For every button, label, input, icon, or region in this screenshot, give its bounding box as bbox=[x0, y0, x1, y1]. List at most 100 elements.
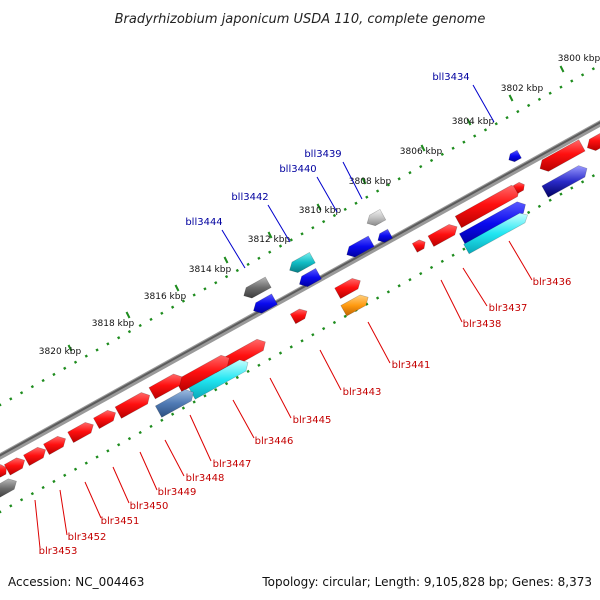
scale-dot bbox=[505, 116, 509, 120]
gene-blr3453b[interactable] bbox=[0, 464, 7, 478]
scale-dot bbox=[84, 461, 88, 465]
leader-line-blr3448 bbox=[164, 439, 185, 477]
gene-label-blr3445[interactable]: blr3445 bbox=[293, 415, 332, 426]
gene-bll3441[interactable] bbox=[299, 267, 322, 288]
scale-dot bbox=[354, 201, 358, 205]
gene-bll3442[interactable] bbox=[289, 251, 316, 273]
gene-label-blr3449[interactable]: blr3449 bbox=[158, 487, 197, 498]
scale-dot bbox=[0, 510, 2, 514]
gene-label-blr3446[interactable]: blr3446 bbox=[255, 436, 294, 447]
gene-label-bll3444[interactable]: bll3444 bbox=[185, 217, 222, 228]
gene-blr3438a[interactable] bbox=[458, 201, 526, 246]
leader-line-blr3451 bbox=[84, 481, 102, 519]
leader-line-bll3444 bbox=[221, 229, 246, 269]
scale-dot bbox=[483, 128, 488, 132]
gene-label-blr3437[interactable]: blr3437 bbox=[489, 303, 528, 314]
gene-blr3445b[interactable] bbox=[175, 354, 230, 393]
gene-bll3439[interactable] bbox=[377, 228, 393, 243]
scale-dot bbox=[160, 311, 164, 315]
gene-label-blr3450[interactable]: blr3450 bbox=[130, 501, 169, 512]
gene-bll3443[interactable] bbox=[253, 293, 278, 314]
gene-label-blr3453[interactable]: blr3453 bbox=[39, 546, 78, 557]
gene-bll3444[interactable] bbox=[243, 276, 272, 299]
gene-blr3438[interactable] bbox=[463, 212, 528, 255]
gene-label-blr3436[interactable]: blr3436 bbox=[533, 277, 572, 288]
gene-blr3453[interactable] bbox=[0, 478, 17, 498]
gene-label-blr3451[interactable]: blr3451 bbox=[101, 516, 140, 527]
scale-dot bbox=[440, 259, 444, 263]
scale-dot bbox=[170, 305, 175, 309]
scale-dot bbox=[181, 406, 186, 410]
gene-label-blr3448[interactable]: blr3448 bbox=[186, 473, 225, 484]
gene-label-blr3452[interactable]: blr3452 bbox=[68, 532, 107, 543]
gene-label-blr3447[interactable]: blr3447 bbox=[213, 459, 252, 470]
gene-bll3434[interactable] bbox=[508, 149, 522, 163]
gene-label-bll3439[interactable]: bll3439 bbox=[304, 149, 341, 160]
gene-bll3433[interactable] bbox=[539, 139, 586, 172]
leader-line-bll3442 bbox=[267, 204, 291, 243]
kbp-tick-label: 3808 kbp bbox=[349, 177, 392, 187]
scale-dot bbox=[516, 109, 520, 114]
gene-blr3441[interactable] bbox=[340, 294, 369, 317]
scale-dot bbox=[73, 467, 78, 471]
gene-label-bll3440[interactable]: bll3440 bbox=[279, 164, 316, 175]
gene-blr3452[interactable] bbox=[23, 446, 46, 467]
scale-dot bbox=[41, 485, 45, 490]
scale-dot bbox=[289, 345, 293, 349]
scale-dot bbox=[322, 219, 326, 224]
gene-blr3440[interactable] bbox=[334, 278, 361, 300]
scale-dot bbox=[127, 330, 132, 334]
gene-blr3451[interactable] bbox=[43, 435, 66, 456]
gene-blr3436[interactable] bbox=[427, 224, 458, 247]
gene-label-bll3434[interactable]: bll3434 bbox=[432, 72, 469, 83]
gene-blr3446a[interactable] bbox=[148, 373, 183, 400]
scale-dot bbox=[570, 186, 574, 190]
kbp-tick-label: 3818 kbp bbox=[92, 319, 135, 329]
gene-bll3432[interactable] bbox=[586, 133, 600, 151]
kbp-tick-mark bbox=[316, 203, 322, 211]
gene-blr3446[interactable] bbox=[188, 359, 249, 400]
gene-blr3453a[interactable] bbox=[3, 457, 26, 476]
scale-dot bbox=[203, 287, 207, 291]
scale-dot bbox=[0, 403, 2, 407]
scale-dot bbox=[192, 293, 196, 297]
gene-label-blr3438[interactable]: blr3438 bbox=[463, 319, 502, 330]
kbp-tick-label: 3820 kbp bbox=[39, 347, 82, 357]
gene-blr3447[interactable] bbox=[154, 389, 194, 418]
scale-dot bbox=[41, 378, 45, 383]
scale-dot bbox=[343, 314, 347, 319]
scale-dot bbox=[278, 351, 283, 355]
gene-blr3450[interactable] bbox=[67, 422, 94, 444]
kbp-tick-label: 3810 kbp bbox=[299, 206, 342, 216]
scale-dot bbox=[591, 174, 595, 178]
scale-dot bbox=[149, 424, 153, 429]
gene-bll3440[interactable] bbox=[346, 235, 375, 258]
gene-blr3436a[interactable] bbox=[411, 239, 426, 253]
leader-line-blr3443 bbox=[319, 349, 342, 391]
scale-dot bbox=[419, 271, 423, 276]
scale-dot bbox=[127, 437, 132, 441]
gene-blr3448[interactable] bbox=[114, 392, 151, 419]
kbp-tick-label: 3816 kbp bbox=[144, 292, 187, 302]
gene-label-blr3441[interactable]: blr3441 bbox=[392, 360, 431, 371]
scale-dot bbox=[440, 152, 444, 156]
gene-label-blr3443[interactable]: blr3443 bbox=[343, 387, 382, 398]
scale-dot bbox=[160, 418, 164, 422]
kbp-tick-mark bbox=[174, 284, 180, 292]
scale-dot bbox=[537, 204, 542, 208]
scale-dot bbox=[559, 85, 563, 89]
gene-blr3449[interactable] bbox=[93, 409, 116, 430]
gene-bll3438[interactable] bbox=[366, 208, 387, 227]
scale-dot bbox=[95, 348, 99, 352]
leader-line-blr3449 bbox=[139, 451, 158, 491]
gene-blr3437b[interactable] bbox=[512, 181, 525, 194]
scale-dot bbox=[332, 320, 337, 325]
scale-dot bbox=[343, 207, 347, 212]
leader-line-bll3440 bbox=[316, 176, 338, 213]
gene-label-bll3442[interactable]: bll3442 bbox=[231, 192, 268, 203]
gene-blr3434[interactable] bbox=[541, 165, 588, 198]
scale-dot bbox=[408, 171, 412, 175]
scale-dot bbox=[473, 134, 477, 138]
scale-dot bbox=[375, 189, 380, 193]
gene-blr3442[interactable] bbox=[289, 308, 308, 325]
